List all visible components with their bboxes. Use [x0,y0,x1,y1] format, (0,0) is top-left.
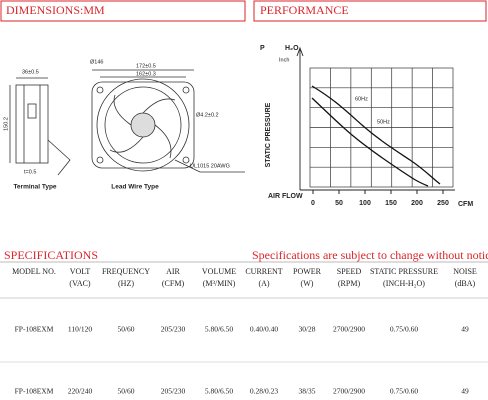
table-cell: 5.80/6.50 [205,325,234,334]
curve-label: 50Hz [377,119,390,125]
y-label: STATIC PRESSURE [265,102,272,167]
axes [296,46,455,191]
table-cell: 49 [461,325,469,334]
dim-label: 172±0.5 [136,63,156,69]
table-header: (W) [301,279,314,288]
table-cell: 50/60 [117,387,134,396]
dimensions-title: DIMENSIONS:MM [6,3,105,17]
spec-notice: Specifications are subject to change wit… [252,248,488,262]
table-header: VOLT [70,267,91,276]
x-tick-label: 150 [385,200,397,207]
curve-60hz [311,85,441,185]
chart-grid [309,67,454,188]
table-cell: 50/60 [117,325,134,334]
table-cell: 30/28 [298,325,315,334]
dim-label: 162±0.3 [136,71,156,77]
table-header: STATIC PRESSURE [370,267,438,276]
table-header: VOLUME [202,267,236,276]
dim-label: Ø146 [90,59,103,65]
y-unit: Inch [279,57,289,63]
table-cell: 220/240 [68,387,93,396]
dim-label: t=0.5 [24,169,36,175]
x-tick-label: 100 [359,200,371,207]
table-header: (M³/MIN) [203,279,236,288]
table-cell: 5.80/6.50 [205,387,234,396]
table-cell: 2700/2900 [333,325,365,334]
table-cell: 205/230 [161,387,186,396]
table-header: NOISE [453,267,477,276]
y-symbol: P [260,45,265,52]
x-tick-label: 200 [411,200,423,207]
table-cell: 49 [461,387,469,396]
x-tick-label: 50 [335,200,343,207]
table-cell: FP-108EXM [15,325,54,334]
table-header: (RPM) [338,279,361,288]
caption: Terminal Type [13,184,56,191]
table-cell: 205/230 [161,325,186,334]
table-header: (CFM) [162,279,185,288]
table-cell: 2700/2900 [333,387,365,396]
table-header: FREQUENCY [102,267,150,276]
table-header: MODEL NO. [12,267,56,276]
table-header: (A) [258,279,269,288]
table-cell: 110/120 [68,325,93,334]
table-cell: 0.40/0.40 [250,325,279,334]
table-cell: 0.75/0.60 [390,387,419,396]
x-label: AIR FLOW [268,193,303,200]
performance-header-box [253,0,487,22]
dim-label: 36±0.5 [22,69,39,75]
table-header: CURRENT [245,267,282,276]
terminal-drawing [9,77,71,176]
dim-label: UL1015 20AWG [190,163,230,169]
x-tick-label: 250 [437,200,449,207]
dimensions-header-box [0,0,246,22]
table-header: POWER [293,267,322,276]
lead-wire-drawing [91,69,245,173]
table-cell: 0.75/0.60 [390,325,419,334]
x-unit: CFM [458,201,473,208]
table-header: (HZ) [118,279,134,288]
curve-label: 60Hz [355,96,368,102]
x-tick-label: 0 [311,200,315,207]
dim-label: Ø4.2±0.2 [196,112,219,118]
spec-title: SPECIFICATIONS [4,248,98,262]
dim-label: 150.2 [3,117,9,131]
table-cell: 0.28/0.23 [250,387,279,396]
curve-50hz [311,97,429,187]
table-cell: 38/35 [298,387,315,396]
table-header: (dBA) [455,279,476,288]
caption: Lead Wire Type [111,184,159,191]
table-header: (INCH-H₂O) [383,279,425,288]
y-unit-top: H₂O [285,45,299,52]
performance-title: PERFORMANCE [260,3,349,17]
table-header: SPEED [337,267,362,276]
table-header: AIR [166,267,180,276]
table-header: (VAC) [69,279,91,288]
table-cell: FP-108EXM [15,387,54,396]
